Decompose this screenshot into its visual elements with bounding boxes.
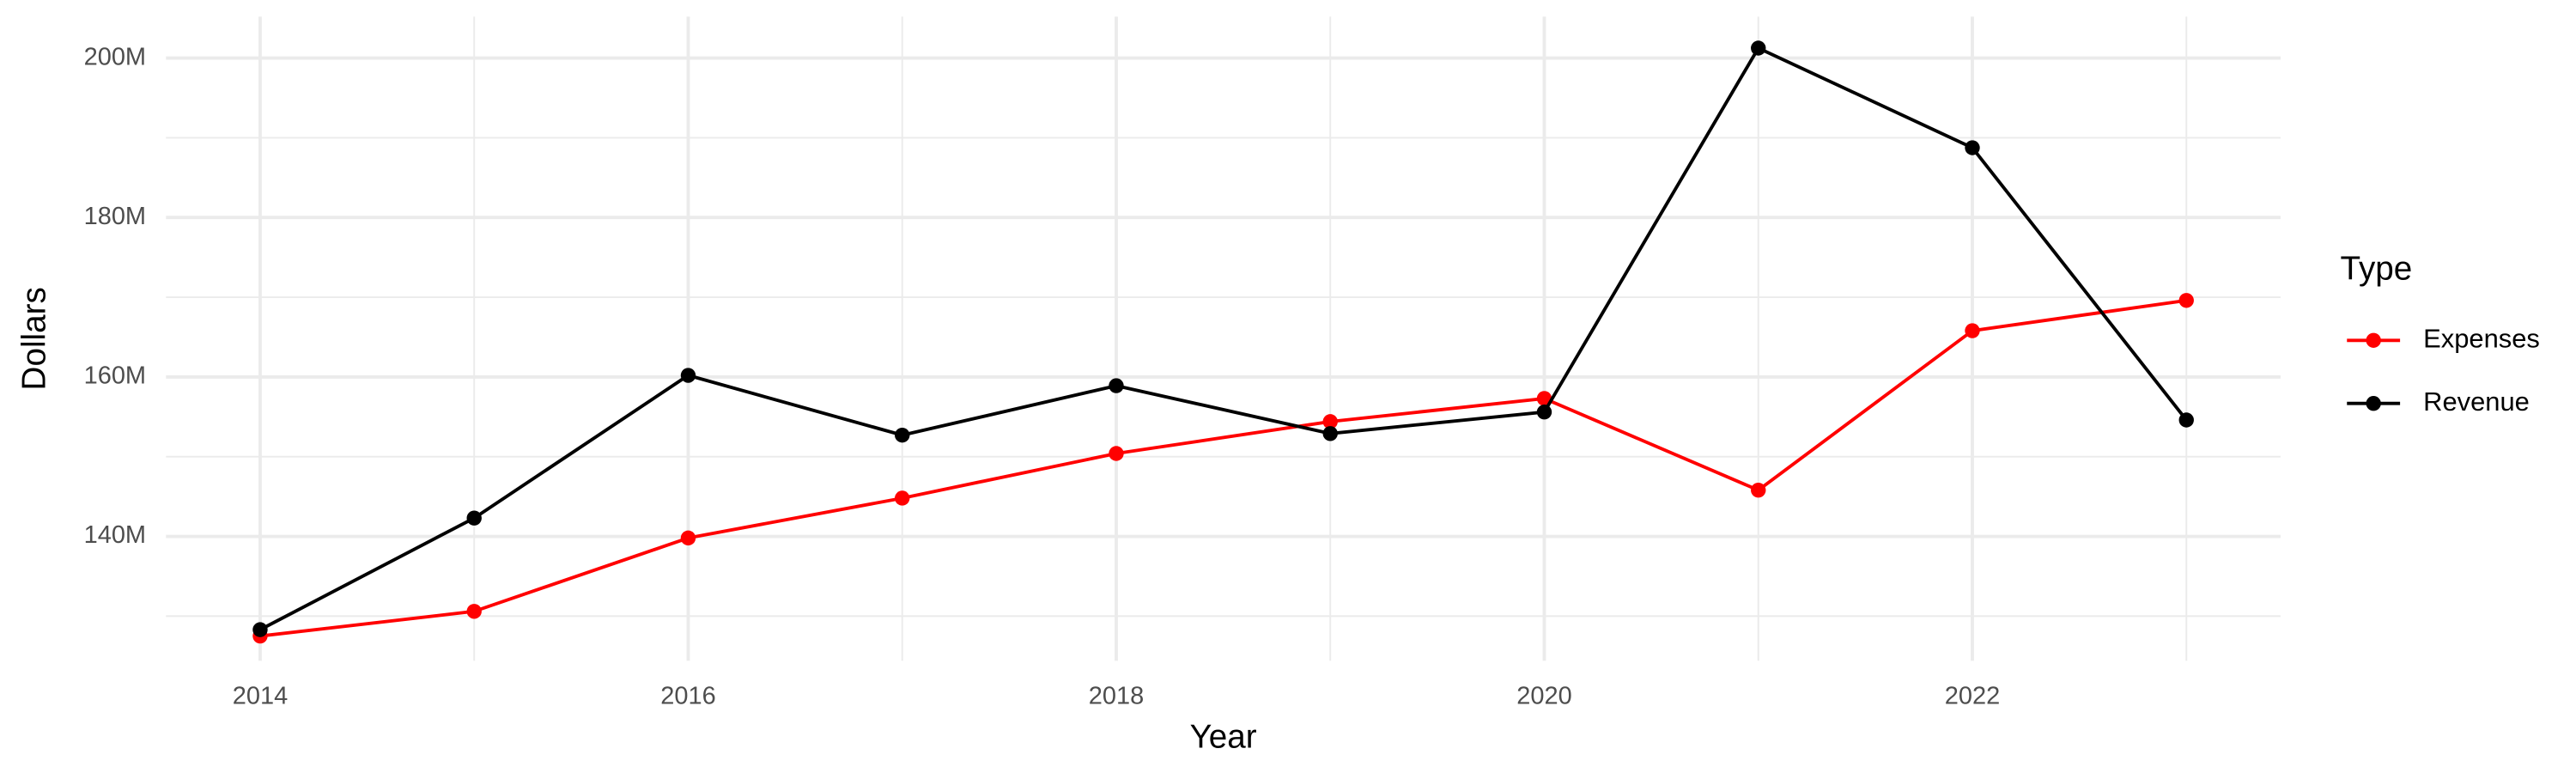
legend-key-point bbox=[2366, 332, 2381, 348]
x-tick-label: 2022 bbox=[1945, 683, 2000, 710]
series-line bbox=[259, 46, 2188, 631]
y-tick-label: 140M bbox=[84, 521, 147, 549]
data-point bbox=[1751, 482, 1766, 498]
grid bbox=[166, 16, 2281, 661]
data-point bbox=[1109, 378, 1124, 393]
x-tick-label: 2014 bbox=[233, 683, 288, 710]
data-point bbox=[1965, 323, 1980, 338]
data-point bbox=[895, 490, 910, 506]
legend-title: Type bbox=[2341, 250, 2413, 287]
data-point bbox=[680, 368, 696, 383]
data-point bbox=[1965, 140, 1980, 155]
data-point bbox=[2178, 293, 2194, 308]
y-tick-label: 160M bbox=[84, 362, 147, 390]
legend-label: Revenue bbox=[2423, 386, 2530, 417]
series-line bbox=[259, 298, 2187, 638]
x-axis-title: Year bbox=[1190, 718, 1257, 755]
data-point bbox=[2178, 412, 2194, 428]
data-point bbox=[1322, 414, 1338, 429]
data-point bbox=[1751, 40, 1766, 56]
legend-key-point bbox=[2366, 396, 2381, 411]
data-point bbox=[466, 510, 482, 526]
data-point bbox=[680, 530, 696, 546]
y-axis-title: Dollars bbox=[16, 287, 53, 390]
data-point bbox=[252, 622, 268, 637]
legend-label: Expenses bbox=[2423, 323, 2540, 353]
data-point bbox=[1536, 405, 1552, 420]
data-point bbox=[1322, 426, 1338, 441]
x-tick-label: 2018 bbox=[1089, 683, 1144, 710]
y-tick-label: 200M bbox=[84, 43, 147, 70]
x-tick-label: 2020 bbox=[1516, 683, 1571, 710]
data-point bbox=[1536, 391, 1552, 406]
data-point bbox=[1109, 446, 1124, 461]
y-tick-label: 180M bbox=[84, 203, 147, 230]
data-point bbox=[895, 427, 910, 443]
x-tick-label: 2016 bbox=[660, 683, 715, 710]
data-point bbox=[466, 604, 482, 619]
